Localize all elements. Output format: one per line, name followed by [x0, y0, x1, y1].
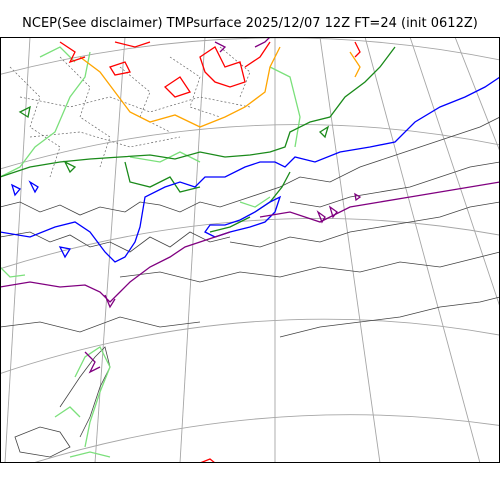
latitude-line: [0, 37, 500, 75]
contour-line: [328, 205, 338, 219]
coastline: [119, 251, 500, 283]
contour-line: [74, 346, 111, 448]
contour-line: [54, 406, 81, 418]
contour-line: [254, 171, 291, 213]
contour-line: [28, 180, 39, 194]
contour-line: [29, 131, 181, 148]
contour-line: [219, 46, 251, 98]
contour-line: [239, 196, 271, 208]
contour-line: [0, 46, 396, 178]
longitude-line: [319, 37, 381, 463]
contour-line: [349, 51, 361, 78]
contour-line: [119, 66, 171, 133]
contour-line: [214, 41, 227, 53]
latitude-line: [0, 124, 500, 170]
contour-line: [316, 210, 326, 224]
coastline: [229, 201, 500, 248]
darkgreen-contours: [0, 46, 396, 233]
contour-line: [209, 216, 251, 233]
contour-line: [0, 231, 231, 303]
contour-line: [79, 46, 281, 128]
contour-line: [58, 246, 72, 259]
longitude-line: [179, 37, 206, 463]
contour-line: [354, 192, 362, 202]
contour-line: [254, 37, 271, 48]
contour-line: [59, 41, 86, 64]
map-title: NCEP(See disclaimer) TMPsurface 2025/12/…: [22, 16, 478, 31]
latitude-line: [0, 318, 500, 375]
contour-line: [244, 41, 271, 68]
coastline: [14, 426, 71, 458]
contour-line: [0, 266, 26, 278]
contour-line: [199, 46, 246, 88]
blue-contours: [0, 76, 500, 263]
orange-contours: [79, 46, 361, 128]
coastline: [289, 161, 500, 208]
coastline: [59, 346, 111, 438]
contour-line: [269, 66, 301, 148]
graticule: [0, 37, 500, 463]
longitude-line: [364, 37, 481, 463]
contour-line: [199, 458, 216, 463]
map-svg: [0, 37, 500, 463]
purple-contours: [0, 37, 500, 374]
coastline: [0, 116, 500, 216]
contour-line: [129, 151, 201, 163]
contour-line: [84, 351, 101, 374]
contour-line: [10, 183, 22, 197]
contour-line: [18, 105, 31, 119]
contour-line: [354, 41, 361, 58]
contour-line: [259, 181, 500, 223]
contour-line: [39, 46, 76, 63]
contour-line: [169, 56, 221, 118]
longitude-line: [454, 37, 500, 153]
coastline: [0, 316, 201, 333]
contour-line: [69, 451, 111, 458]
coastline: [279, 296, 500, 338]
longitude-line: [94, 37, 126, 463]
latitude-line: [31, 414, 500, 463]
dotted-contours: [9, 46, 251, 178]
contour-line: [104, 294, 116, 309]
contour-line: [163, 76, 192, 98]
longitude-line: [409, 37, 500, 309]
map-panel: [0, 37, 500, 463]
contour-line: [19, 96, 251, 113]
contour-line: [63, 160, 77, 174]
contour-line: [318, 125, 330, 139]
contour-line: [59, 56, 111, 168]
red-contours: [59, 41, 361, 463]
contour-line: [114, 41, 151, 48]
coastlines: [0, 116, 500, 458]
longitude-line: [4, 37, 31, 463]
lightgreen-contours: [0, 46, 301, 458]
contour-line: [0, 76, 500, 263]
coastline: [0, 231, 231, 253]
contour-line: [124, 161, 201, 193]
map-frame: [0, 37, 500, 463]
contour-line: [0, 51, 91, 178]
contour-line: [109, 61, 131, 76]
contour-line: [9, 66, 61, 178]
